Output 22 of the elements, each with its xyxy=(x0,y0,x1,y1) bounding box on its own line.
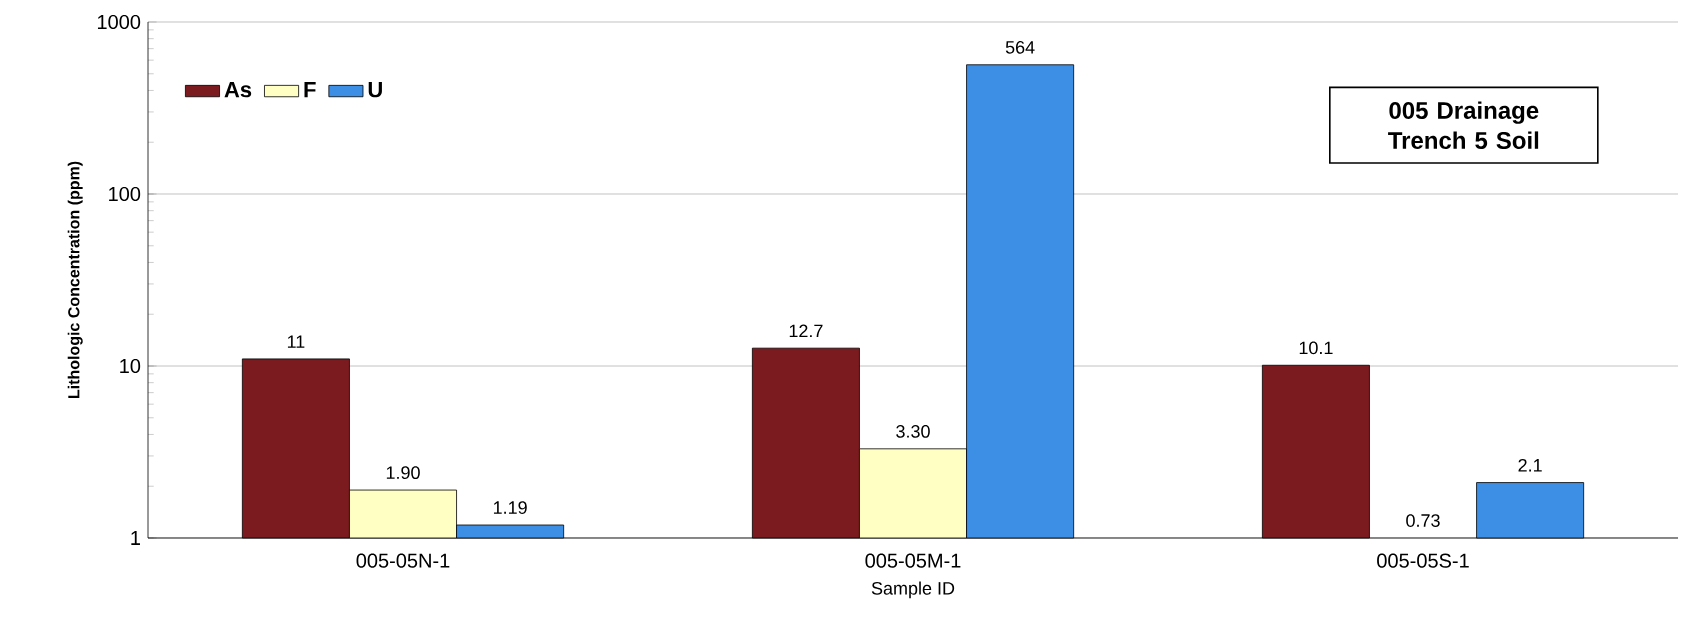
data-label: 1.90 xyxy=(386,466,420,480)
data-label: 11 xyxy=(287,335,305,348)
text: 005 Drainage Trench 5 Soil xyxy=(1388,101,1539,149)
data-label: 1.19 xyxy=(493,501,527,514)
text: 0.73 xyxy=(1406,514,1440,527)
y-axis-title: Lithologic Concentration (ppm) xyxy=(67,161,83,399)
legend-label: U xyxy=(368,82,382,98)
data-label: 10.1 xyxy=(1299,341,1333,355)
x-axis-title: Sample ID xyxy=(871,581,955,599)
y-tick-label: 100 xyxy=(109,186,141,202)
y-tick-label: 1 xyxy=(131,531,140,545)
data-label: 564 xyxy=(1005,40,1035,54)
legend-label: F xyxy=(304,82,316,98)
x-tick-label: 005-05S-1 xyxy=(1377,553,1469,568)
y-tick-label: 1000 xyxy=(97,14,141,30)
data-label: 3.30 xyxy=(896,425,930,438)
x-tick-label: 005-05M-1 xyxy=(865,553,961,568)
y-tick-label: 10 xyxy=(120,358,141,374)
data-label: 12.7 xyxy=(789,324,823,338)
legend-label: As xyxy=(224,82,252,98)
x-tick-label: 005-05N-1 xyxy=(356,553,450,568)
data-label: 2.1 xyxy=(1518,458,1542,472)
